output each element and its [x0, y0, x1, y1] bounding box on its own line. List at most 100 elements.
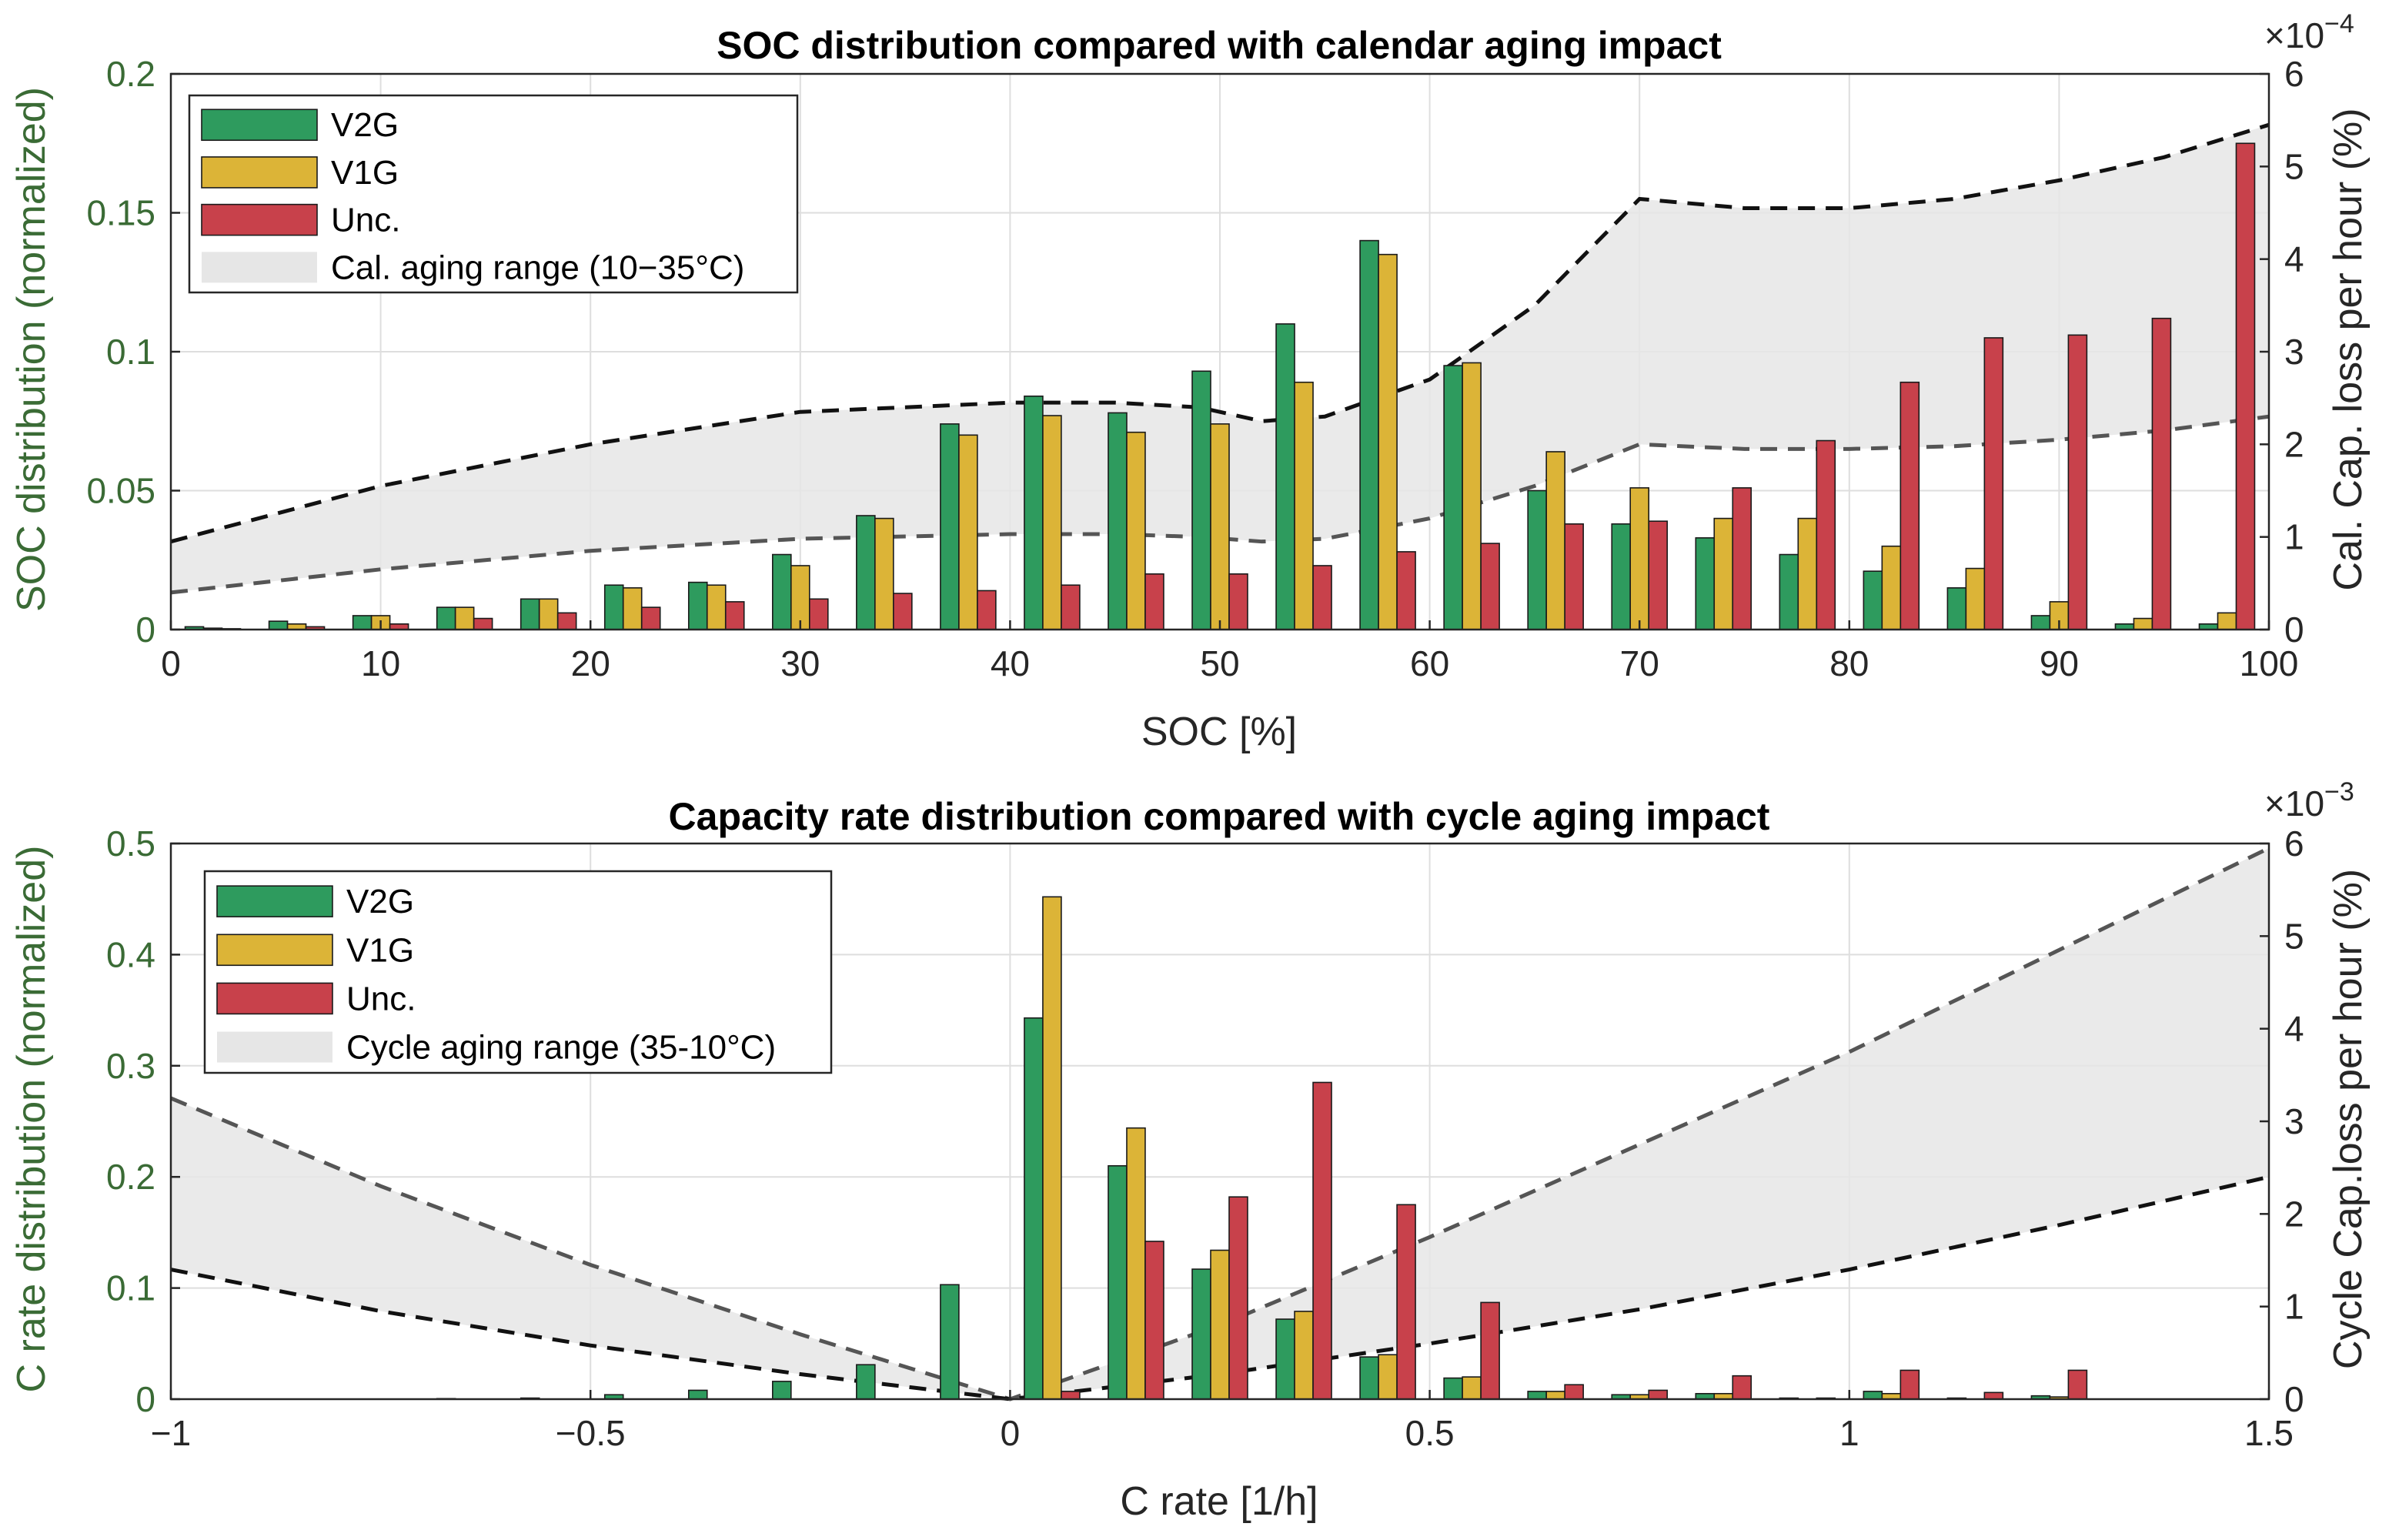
- crate-legend-swatch: [216, 982, 333, 1015]
- soc-legend-swatch: [201, 109, 318, 142]
- crate-bar-v2g: [1527, 1391, 1547, 1400]
- soc-chart-title: SOC distribution compared with calendar …: [717, 24, 1722, 67]
- soc-right-tick-label: 3: [2284, 332, 2304, 372]
- soc-right-tick-label: 1: [2284, 517, 2304, 557]
- soc-bar-unc: [2067, 334, 2088, 630]
- soc-bar-v1g: [1629, 487, 1649, 630]
- crate-bar-v2g: [1359, 1356, 1379, 1400]
- soc-bar-v1g: [874, 517, 894, 630]
- crate-bar-v1g: [1210, 1249, 1230, 1400]
- crate-legend-swatch: [217, 1031, 332, 1063]
- crate-right-axis-label: Cycle Cap.loss per hour (%): [2326, 869, 2371, 1369]
- crate-bar-v1g: [1042, 896, 1062, 1400]
- soc-right-tick-label: 2: [2284, 424, 2304, 464]
- crate-right-tick-label: 5: [2284, 916, 2304, 956]
- soc-y-tick-label: 0.05: [86, 471, 155, 511]
- soc-bar-v1g: [2133, 617, 2153, 630]
- soc-legend: V2G V1G Unc. Cal. aging range (10−35°C): [188, 94, 799, 294]
- crate-bar-unc: [1396, 1204, 1416, 1400]
- soc-legend-label: Unc.: [331, 202, 400, 239]
- crate-bar-v2g: [1863, 1391, 1883, 1400]
- soc-bar-v1g: [1210, 423, 1230, 630]
- soc-bar-v1g: [706, 584, 727, 630]
- soc-bar-v1g: [1294, 381, 1314, 630]
- soc-bar-v1g: [538, 598, 559, 630]
- crate-bar-unc: [1983, 1391, 2004, 1400]
- crate-x-axis-label: C rate [1/h]: [1120, 1479, 1318, 1524]
- crate-bar-unc: [1228, 1196, 1248, 1400]
- crate-chart: Capacity rate distribution compared with…: [9, 777, 2371, 1524]
- soc-right-tick-label: 0: [2284, 610, 2304, 650]
- soc-x-tick-label: 10: [361, 643, 400, 683]
- soc-x-tick-label: 90: [2040, 643, 2079, 683]
- crate-y-tick-label: 0.4: [106, 934, 155, 974]
- soc-x-tick-label: 80: [1829, 643, 1869, 683]
- crate-bar-unc: [1480, 1301, 1500, 1400]
- crate-legend: V2G V1G Unc. Cycle aging range (35-10°C): [203, 870, 833, 1074]
- soc-right-tick-label: 6: [2284, 54, 2304, 94]
- soc-bar-unc: [1816, 439, 1836, 630]
- soc-bar-unc: [1228, 573, 1248, 630]
- soc-bar-v1g: [1462, 362, 1482, 630]
- soc-bar-v1g: [1126, 431, 1146, 630]
- crate-bar-unc: [1564, 1384, 1584, 1400]
- soc-bar-unc: [640, 606, 661, 630]
- soc-bar-unc: [893, 593, 913, 630]
- crate-y-tick-label: 0: [135, 1379, 155, 1419]
- soc-legend-label: V1G: [331, 154, 399, 192]
- soc-bar-v2g: [1779, 553, 1799, 630]
- soc-bar-v1g: [790, 565, 810, 630]
- soc-bar-v1g: [454, 606, 475, 630]
- soc-right-exponent: ×10−4: [2264, 9, 2354, 55]
- soc-bar-v2g: [1863, 570, 1883, 630]
- soc-bar-v2g: [1275, 323, 1295, 630]
- soc-bar-v1g: [1797, 517, 1818, 630]
- soc-x-tick-label: 100: [2240, 643, 2299, 683]
- soc-right-tick-label: 4: [2284, 239, 2304, 279]
- soc-x-tick-label: 70: [1620, 643, 1659, 683]
- soc-bar-v1g: [622, 587, 643, 630]
- soc-bar-unc: [1480, 543, 1500, 630]
- soc-bar-unc: [473, 617, 493, 630]
- soc-bar-v2g: [1695, 537, 1716, 630]
- soc-right-axis-label: Cal. Cap. loss per hour (%): [2326, 108, 2371, 590]
- crate-legend-label: Cycle aging range (35-10°C): [346, 1029, 776, 1067]
- crate-bar-v1g: [1545, 1391, 1565, 1400]
- crate-y-axis-label: C rate distribution (normalized): [9, 846, 54, 1393]
- soc-bar-v2g: [1443, 365, 1463, 630]
- soc-bar-unc: [1564, 523, 1584, 630]
- soc-bar-v1g: [2217, 612, 2237, 630]
- soc-bar-unc: [808, 598, 829, 630]
- soc-bar-unc: [724, 601, 745, 630]
- crate-bar-v1g: [1294, 1311, 1314, 1400]
- crate-right-tick-label: 0: [2284, 1379, 2304, 1419]
- soc-bar-unc: [1983, 337, 2004, 630]
- soc-x-tick-label: 50: [1200, 643, 1239, 683]
- crate-right-tick-label: 4: [2284, 1009, 2304, 1049]
- crate-band-area: [171, 848, 2269, 1399]
- soc-bar-v2g: [1191, 370, 1211, 630]
- crate-bar-v1g: [1378, 1354, 1398, 1400]
- soc-bar-unc: [1312, 565, 1332, 630]
- crate-right-exponent: ×10−3: [2264, 777, 2354, 823]
- crate-bars: [436, 896, 2088, 1400]
- soc-bar-v2g: [352, 615, 373, 630]
- soc-bar-unc: [1648, 520, 1668, 630]
- crate-y-tick-label: 0.1: [106, 1268, 155, 1308]
- soc-bar-unc: [556, 612, 577, 630]
- soc-bar-unc: [2235, 142, 2256, 630]
- soc-bar-unc: [1900, 381, 1920, 630]
- soc-x-tick-label: 0: [161, 643, 181, 683]
- soc-x-tick-label: 30: [780, 643, 820, 683]
- soc-bar-v1g: [1965, 567, 1986, 630]
- soc-bar-v1g: [1545, 451, 1565, 630]
- soc-bar-v1g: [1881, 545, 1902, 630]
- soc-bar-v2g: [856, 515, 876, 630]
- crate-bar-v1g: [1462, 1376, 1482, 1400]
- soc-y-tick-label: 0.2: [106, 54, 155, 94]
- soc-legend-label: Cal. aging range (10−35°C): [331, 249, 744, 286]
- soc-bar-v2g: [1108, 412, 1128, 630]
- crate-y-tick-label: 0.3: [106, 1046, 155, 1086]
